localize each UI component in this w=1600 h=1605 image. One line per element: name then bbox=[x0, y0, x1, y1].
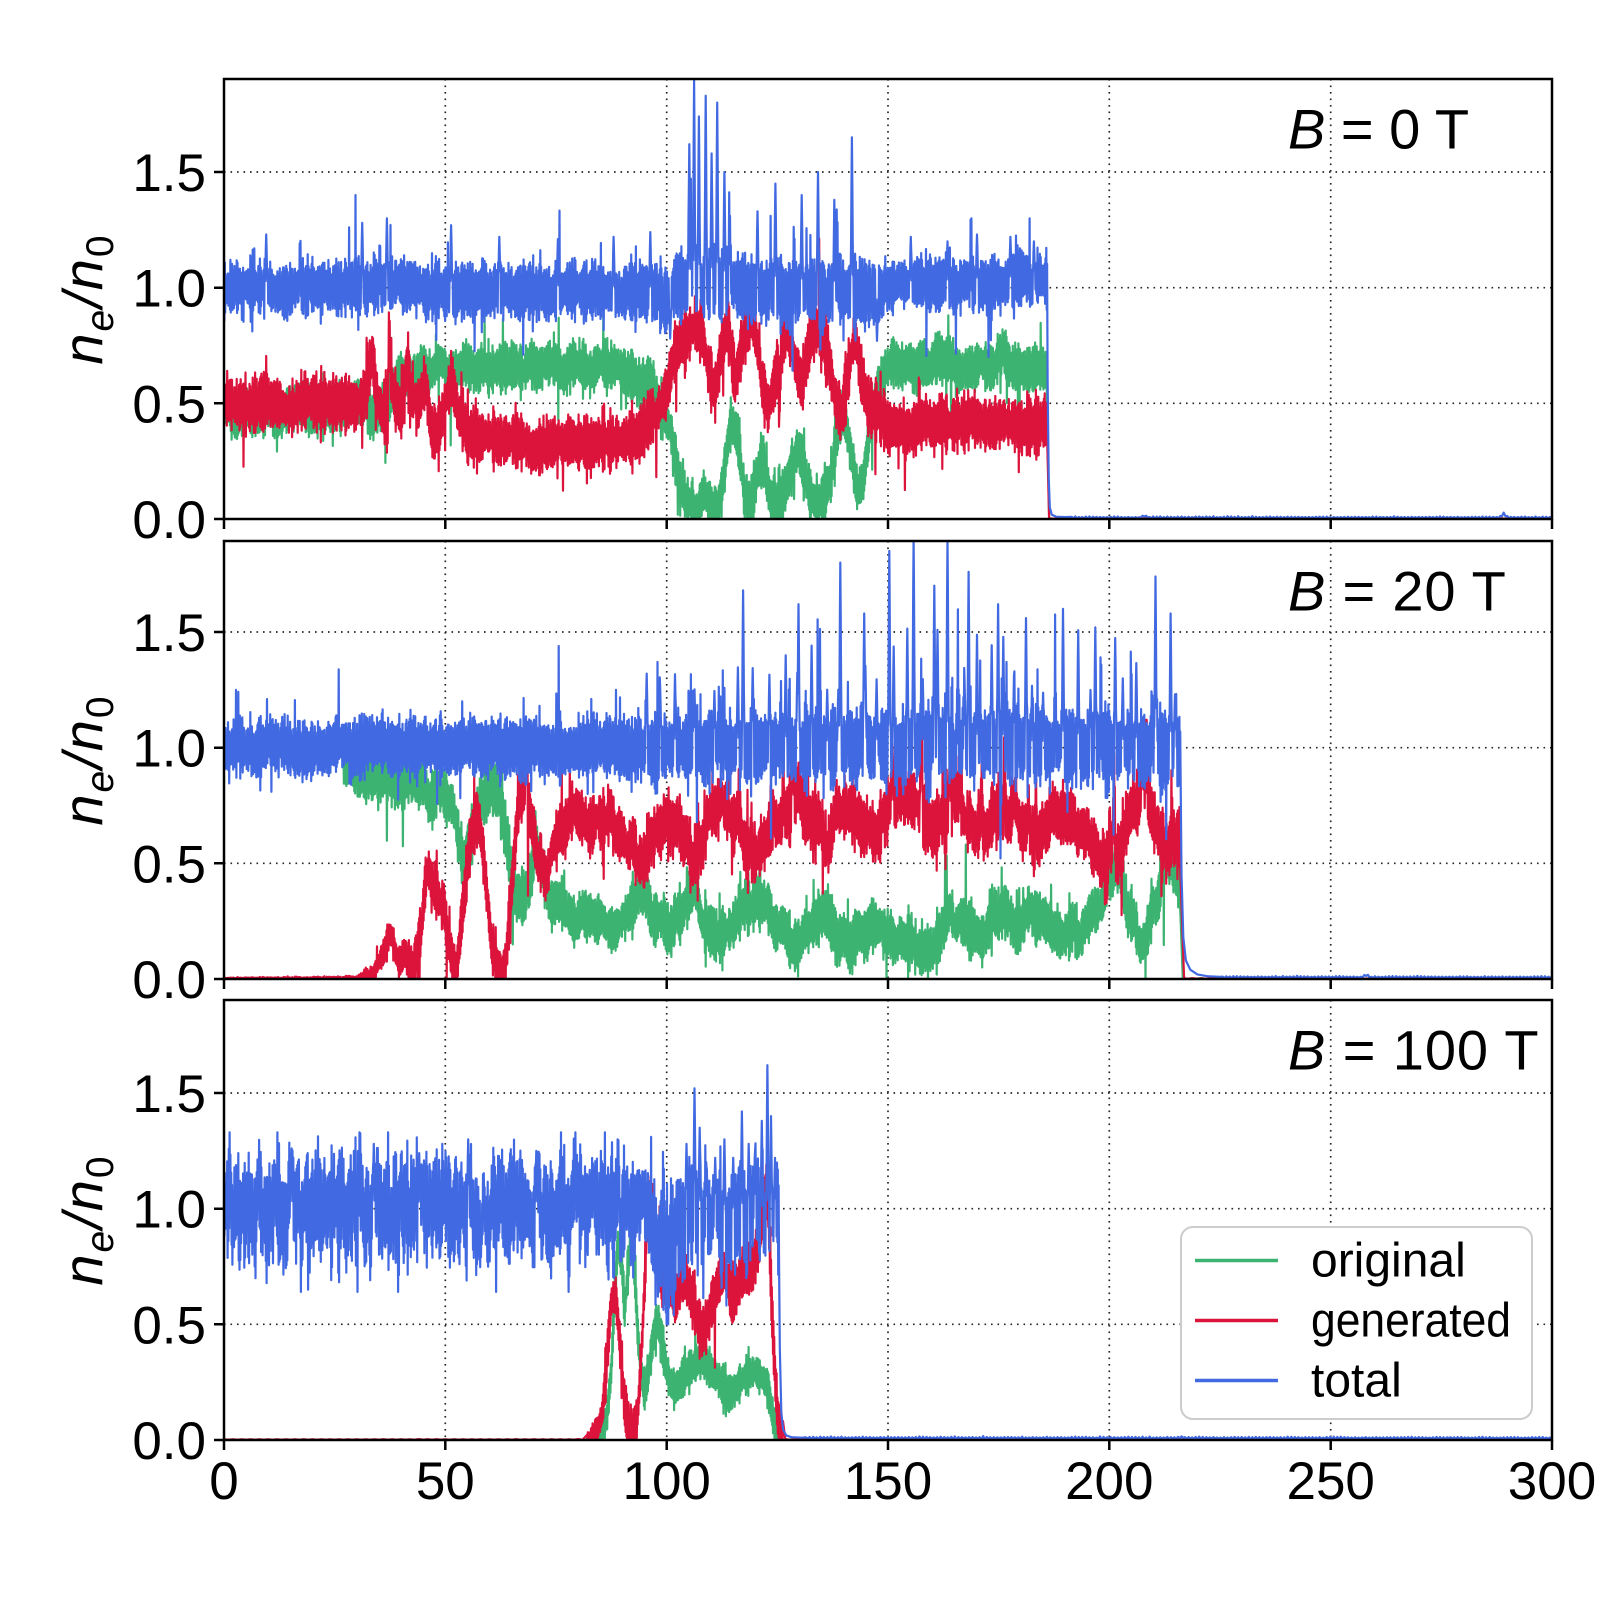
svg-text:200: 200 bbox=[1065, 1452, 1153, 1511]
svg-text:0.5: 0.5 bbox=[132, 1296, 206, 1355]
svg-text:original: original bbox=[1311, 1235, 1466, 1288]
svg-text:1.0: 1.0 bbox=[132, 260, 206, 319]
svg-text:0.5: 0.5 bbox=[132, 835, 206, 894]
svg-text:250: 250 bbox=[1286, 1452, 1374, 1511]
svg-text:0.0: 0.0 bbox=[132, 951, 206, 1010]
svg-text:0: 0 bbox=[209, 1452, 238, 1511]
svg-text:B = 20 T: B = 20 T bbox=[1288, 560, 1507, 623]
svg-text:total: total bbox=[1311, 1355, 1402, 1408]
svg-text:150: 150 bbox=[844, 1452, 932, 1511]
svg-text:generated: generated bbox=[1311, 1295, 1511, 1348]
svg-text:50: 50 bbox=[416, 1452, 475, 1511]
svg-text:ne/n0: ne/n0 bbox=[51, 1154, 122, 1285]
svg-text:300: 300 bbox=[1508, 1452, 1596, 1511]
svg-text:1.0: 1.0 bbox=[132, 1181, 206, 1240]
svg-text:0.5: 0.5 bbox=[132, 375, 206, 434]
svg-text:100: 100 bbox=[622, 1452, 710, 1511]
svg-text:1.5: 1.5 bbox=[132, 144, 206, 203]
svg-text:1.0: 1.0 bbox=[132, 720, 206, 779]
svg-text:ne/n0: ne/n0 bbox=[51, 694, 122, 825]
svg-text:B = 100 T: B = 100 T bbox=[1288, 1019, 1539, 1082]
svg-text:0.0: 0.0 bbox=[132, 1412, 206, 1471]
svg-text:0.0: 0.0 bbox=[132, 491, 206, 550]
svg-text:1.5: 1.5 bbox=[132, 1065, 206, 1124]
svg-text:B = 0 T: B = 0 T bbox=[1288, 98, 1469, 161]
svg-text:1.5: 1.5 bbox=[132, 604, 206, 663]
